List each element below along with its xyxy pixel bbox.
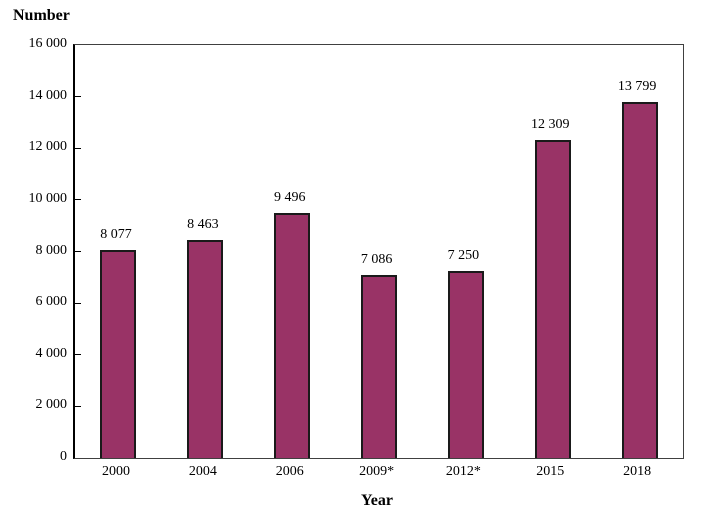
bar-value-label: 9 496: [273, 189, 306, 205]
x-axis-title: Year: [361, 492, 393, 509]
bar-value-label: 7 250: [447, 247, 480, 263]
y-tick-label: 10 000: [28, 190, 68, 206]
y-tick-label: 16 000: [28, 36, 68, 51]
x-tick-label: 2015: [536, 464, 565, 479]
y-tick-label: 2 000: [35, 397, 68, 413]
x-tick-label: 2009*: [359, 464, 395, 479]
y-tick-label: 4 000: [35, 345, 68, 361]
x-tick-label: 2006: [275, 464, 304, 479]
y-tick-mark: [75, 147, 81, 149]
y-tick-mark: [75, 199, 81, 201]
bar-2018: [621, 101, 658, 458]
bar-value-label: 7 086: [360, 252, 393, 268]
y-tick-mark: [75, 405, 81, 407]
x-tick-label: 2004: [188, 464, 217, 479]
bar-value-label: 8 077: [100, 226, 132, 242]
bar-2000: [100, 249, 137, 458]
y-tick-mark: [75, 96, 81, 98]
y-tick-label: 12 000: [28, 139, 68, 155]
x-tick-label: 2000: [102, 464, 130, 479]
y-tick-mark: [75, 251, 81, 252]
y-tick-label: 8 000: [35, 242, 68, 258]
bar-2015: [534, 140, 571, 458]
x-tick-label: 2012*: [445, 464, 481, 479]
bar-2012: [447, 270, 484, 458]
y-tick-label: 0: [60, 449, 67, 464]
y-tick-label: 6 000: [35, 294, 68, 310]
bar-value-label: 8 463: [187, 216, 219, 232]
bar-2009: [361, 275, 397, 458]
y-tick-label: 14 000: [28, 87, 68, 103]
bar-2006: [274, 212, 311, 458]
x-tick-label: 2018: [623, 464, 652, 479]
plot-area: [73, 44, 684, 459]
bar-2004: [187, 239, 224, 458]
y-tick-mark: [75, 354, 81, 356]
y-tick-mark: [75, 302, 81, 304]
bar-value-label: 13 799: [617, 78, 657, 94]
bar-value-label: 12 309: [531, 117, 570, 133]
y-axis-title: Number: [13, 7, 70, 24]
